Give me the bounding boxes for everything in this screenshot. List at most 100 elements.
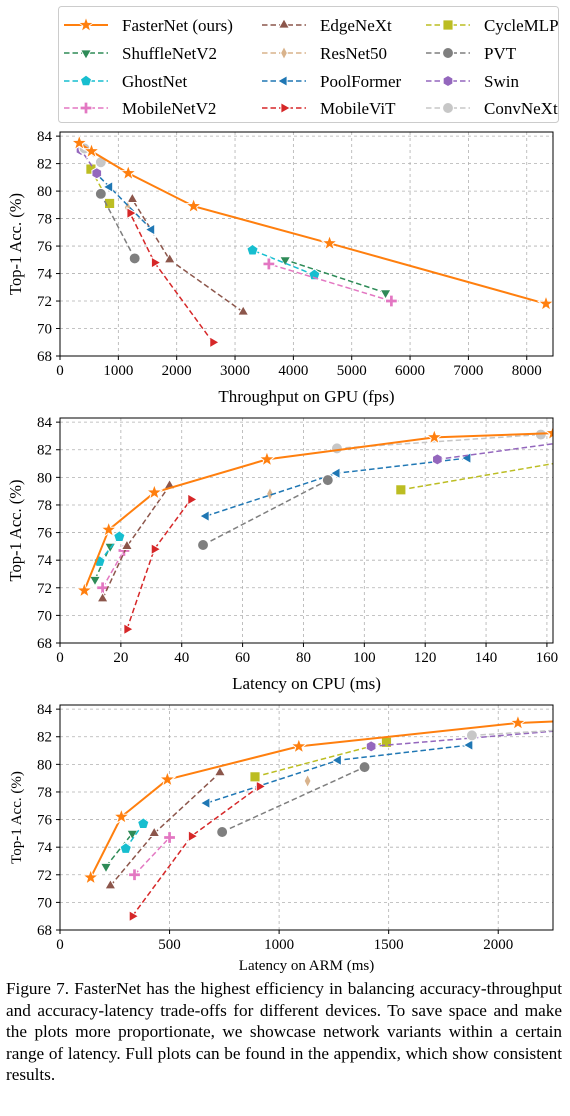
grid: [60, 132, 553, 356]
x-tick-label: 60: [235, 650, 250, 666]
legend-item-edgenext: EdgeNeXt: [262, 16, 392, 35]
point-shufflenetv2: [278, 256, 292, 268]
x-tick-label: 5000: [337, 363, 367, 379]
legend: FasterNet (ours) ShuffleNetV2 GhostNet Mobi…: [58, 6, 559, 123]
series-convnext: [465, 729, 553, 742]
x-tick-label: 4000: [278, 363, 308, 379]
point-poolformer: [331, 753, 342, 767]
x-tick-label: 0: [56, 937, 64, 953]
legend-label: ShuffleNetV2: [122, 44, 217, 63]
legend-label: EdgeNeXt: [320, 16, 392, 35]
series-fasternet: [70, 133, 553, 312]
x-tick-label: 40: [174, 650, 189, 666]
point-pvt: [128, 252, 141, 265]
point-poolformer: [102, 180, 114, 194]
series-edgenext: [126, 192, 250, 316]
point-mobilevit: [255, 780, 267, 793]
y-tick-label: 72: [37, 868, 52, 884]
y-tick-label: 68: [37, 349, 52, 365]
point-ghostnet: [119, 842, 132, 854]
point-mobilevit: [187, 829, 199, 843]
series-edgenext: [104, 765, 227, 890]
grid: [60, 705, 553, 930]
plot-frame: [59, 704, 554, 931]
legend-marker-tri-up: [277, 17, 291, 29]
plot-frame: [59, 417, 554, 644]
legend-item-poolformer: PoolFormer: [262, 72, 402, 91]
y-tick-label: 80: [37, 757, 52, 773]
x-tick-label: 100: [353, 650, 376, 666]
series-line-mobilevit: [129, 212, 214, 343]
y-tick-label: 82: [37, 157, 52, 173]
series-mobilenetv2: [262, 257, 398, 308]
legend-item-ghostnet: GhostNet: [64, 72, 187, 91]
point-swin: [91, 167, 103, 180]
point-fasternet: [119, 163, 138, 181]
point-shufflenetv2: [99, 862, 113, 874]
point-mobilenetv2: [128, 868, 141, 882]
point-fasternet: [99, 520, 118, 538]
point-fasternet: [508, 713, 528, 731]
legend-label: ResNet50: [320, 44, 387, 63]
y-tick-label: 76: [37, 813, 53, 829]
axis-ticks: 0 500 1000 1500 2000 68 70 72 74 76 78 80 82 84: [37, 702, 513, 953]
point-fasternet: [425, 427, 444, 446]
legend-label: MobileNetV2: [122, 99, 216, 118]
legend-marker-square: [442, 19, 454, 31]
legend-marker-hexagon: [442, 74, 454, 88]
figure-canvas: FasterNet (ours) ShuffleNetV2 GhostNet Mobi…: [6, 6, 559, 974]
point-mobilevit: [187, 493, 199, 506]
series-line-shufflenetv2: [284, 259, 386, 294]
point-fasternet: [82, 141, 101, 159]
point-mobilevit: [123, 622, 135, 636]
legend-item-cyclemlp: CycleMLP: [426, 16, 559, 35]
axis-ticks: 0 20 40 60 80 100 120 140 160 68 70 72 74 76 78 80 82 84: [37, 415, 558, 666]
series-edgenext: [96, 478, 176, 603]
legend-item-mobilevit: MobileViT: [262, 99, 396, 118]
series-group: [70, 133, 553, 349]
series-line-pvt: [202, 479, 329, 546]
point-edgenext: [126, 192, 139, 203]
point-edgenext: [147, 826, 161, 837]
series-resnet50: [266, 486, 274, 502]
y-tick-label: 78: [37, 212, 52, 228]
series-line-ghostnet: [252, 249, 315, 276]
point-cyclemlp: [249, 771, 261, 783]
point-fasternet: [320, 233, 339, 252]
legend-item-mobilenetv2: MobileNetV2: [64, 99, 216, 118]
point-edgenext: [163, 252, 176, 264]
x-tick-label: 120: [414, 650, 437, 666]
point-fasternet: [70, 133, 89, 151]
series-line-mobilenetv2: [268, 263, 392, 302]
legend-marker-plus: [79, 101, 93, 115]
x-tick-label: 2000: [483, 937, 513, 953]
point-mobilenetv2: [163, 831, 176, 844]
x-tick-label: 160: [536, 650, 559, 666]
legend-item-resnet50: ResNet50: [262, 44, 387, 63]
y-tick-label: 80: [37, 184, 52, 200]
y-tick-label: 74: [37, 553, 53, 569]
series-line-cyclemlp: [254, 741, 387, 778]
point-fasternet: [158, 770, 177, 788]
series-line-swin: [371, 730, 553, 748]
x-tick-label: 140: [475, 650, 498, 666]
point-pvt: [216, 826, 229, 838]
point-poolformer: [144, 223, 156, 236]
legend-label: MobileViT: [320, 99, 396, 118]
legend-item-fasternet: FasterNet (ours): [64, 15, 233, 35]
series-line-poolformer: [206, 744, 470, 804]
point-poolformer: [460, 451, 472, 465]
y-axis-label: Top-1 Acc. (%): [6, 193, 25, 295]
legend-label: PoolFormer: [320, 72, 402, 91]
x-tick-label: 20: [113, 650, 128, 666]
point-fasternet: [75, 581, 94, 599]
series-pvt: [94, 187, 141, 265]
point-pvt: [94, 187, 107, 200]
point-poolformer: [198, 509, 210, 523]
series-line-mobilevit: [131, 785, 260, 917]
chart-panel-2: 0 20 40 60 80 100 120 140 160 68 70 72 74 76 78 80 82 84 L…: [6, 415, 558, 693]
legend-label: CycleMLP: [484, 16, 559, 35]
point-pvt: [358, 761, 371, 774]
legend-label: FasterNet (ours): [122, 16, 233, 35]
series-poolformer: [198, 451, 472, 523]
